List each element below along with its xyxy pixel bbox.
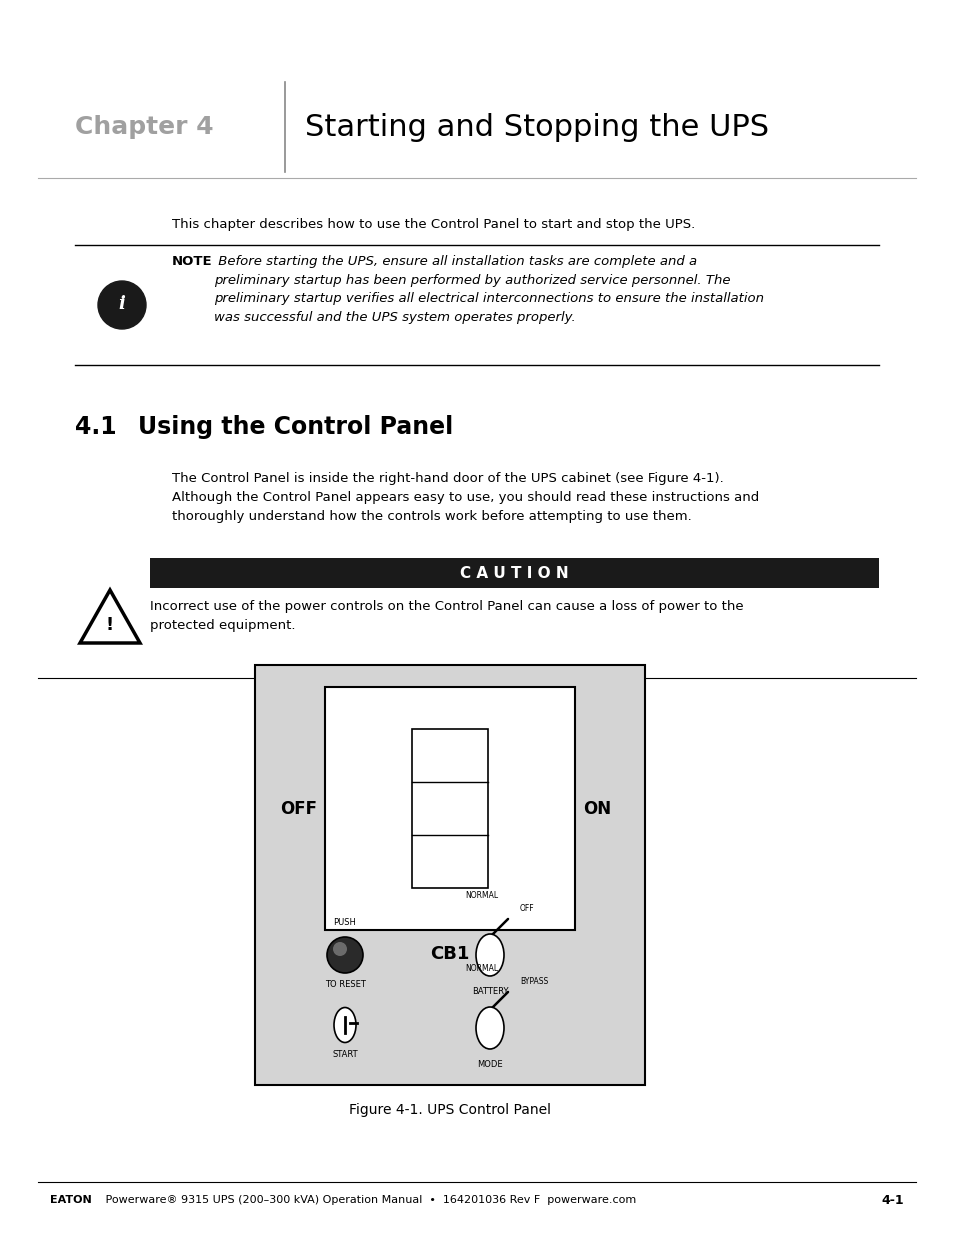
FancyBboxPatch shape xyxy=(325,687,575,930)
Text: START: START xyxy=(332,1050,357,1058)
FancyBboxPatch shape xyxy=(412,729,488,888)
Polygon shape xyxy=(80,590,140,643)
Text: OFF: OFF xyxy=(280,799,316,818)
Text: C A U T I O N: C A U T I O N xyxy=(459,566,568,580)
Text: ON: ON xyxy=(582,799,611,818)
Text: i: i xyxy=(118,295,125,312)
Text: !: ! xyxy=(106,616,114,634)
Ellipse shape xyxy=(476,1007,503,1049)
Circle shape xyxy=(98,282,146,329)
Text: OFF: OFF xyxy=(519,904,534,913)
Text: MODE: MODE xyxy=(476,1060,502,1070)
Text: Chapter 4: Chapter 4 xyxy=(75,115,213,140)
Text: BYPASS: BYPASS xyxy=(519,977,548,986)
Text: 4-1: 4-1 xyxy=(881,1193,903,1207)
Text: Incorrect use of the power controls on the Control Panel can cause a loss of pow: Incorrect use of the power controls on t… xyxy=(150,600,742,632)
Text: CB1: CB1 xyxy=(430,945,469,963)
FancyBboxPatch shape xyxy=(150,558,878,588)
Text: NOTE: NOTE xyxy=(172,254,213,268)
Text: 4.1: 4.1 xyxy=(75,415,116,438)
Text: NORMAL: NORMAL xyxy=(465,890,498,900)
Circle shape xyxy=(333,942,347,956)
Text: NORMAL: NORMAL xyxy=(465,965,498,973)
Ellipse shape xyxy=(334,1008,355,1042)
Text: EATON: EATON xyxy=(50,1195,91,1205)
Circle shape xyxy=(327,937,363,973)
Text: Starting and Stopping the UPS: Starting and Stopping the UPS xyxy=(305,112,768,142)
Text: Before starting the UPS, ensure all installation tasks are complete and a
prelim: Before starting the UPS, ensure all inst… xyxy=(213,254,763,324)
Text: Figure 4-1. UPS Control Panel: Figure 4-1. UPS Control Panel xyxy=(349,1103,551,1116)
Text: PUSH: PUSH xyxy=(334,918,356,927)
Text: Powerware® 9315 UPS (200–300 kVA) Operation Manual  •  164201036 Rev F  powerwar: Powerware® 9315 UPS (200–300 kVA) Operat… xyxy=(102,1195,636,1205)
Ellipse shape xyxy=(476,934,503,976)
Text: This chapter describes how to use the Control Panel to start and stop the UPS.: This chapter describes how to use the Co… xyxy=(172,219,695,231)
Text: BATTERY: BATTERY xyxy=(471,987,508,995)
Text: TO RESET: TO RESET xyxy=(324,981,365,989)
Text: The Control Panel is inside the right-hand door of the UPS cabinet (see Figure 4: The Control Panel is inside the right-ha… xyxy=(172,472,759,522)
Text: Using the Control Panel: Using the Control Panel xyxy=(138,415,453,438)
FancyBboxPatch shape xyxy=(254,664,644,1086)
